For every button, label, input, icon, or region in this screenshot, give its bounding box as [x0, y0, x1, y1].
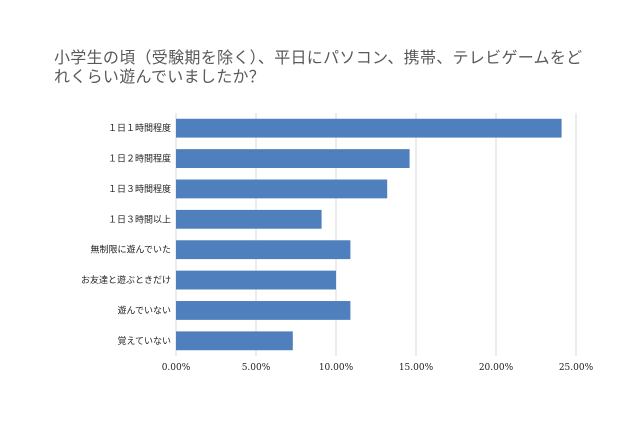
x-tick-label: 10.00% [319, 363, 354, 373]
category-label: １日１時間程度 [108, 122, 171, 134]
x-tick-label: 5.00% [242, 363, 271, 373]
x-tick-label: 20.00% [479, 363, 514, 373]
category-label: １日３時間程度 [108, 183, 171, 195]
bar [176, 149, 410, 168]
category-labels: １日１時間程度 １日２時間程度 １日３時間程度 １日３時間以上無制限に遊んでいたお友達… [81, 122, 171, 347]
category-label: １日３時間以上 [108, 214, 171, 225]
category-label: １日２時間程度 [108, 153, 171, 165]
chart-title: 小学生の頃（受験期を除く）、平日にパソコン、携帯、テレビゲームをどれくらい遊んで… [54, 48, 583, 86]
x-tick-label: 15.00% [399, 363, 434, 373]
bar [176, 179, 388, 199]
x-tick-label: 0.00% [162, 363, 191, 373]
bar [176, 270, 336, 290]
bar [176, 331, 293, 351]
category-label: 無制限に遊んでいた [90, 244, 171, 256]
category-label: 遊んでいない [117, 304, 171, 316]
bar [176, 209, 322, 229]
bars [176, 118, 562, 351]
category-label: お友達と遊ぶときだけ [81, 274, 171, 286]
bar [176, 240, 351, 260]
bar [176, 118, 562, 138]
x-tick-labels: 0.00% 5.00% 10.00% 15.00% 20.00% 25.00% [162, 363, 594, 373]
x-tick-label: 25.00% [559, 363, 594, 373]
bar [176, 301, 351, 320]
category-label: 覚えていない [117, 335, 171, 347]
